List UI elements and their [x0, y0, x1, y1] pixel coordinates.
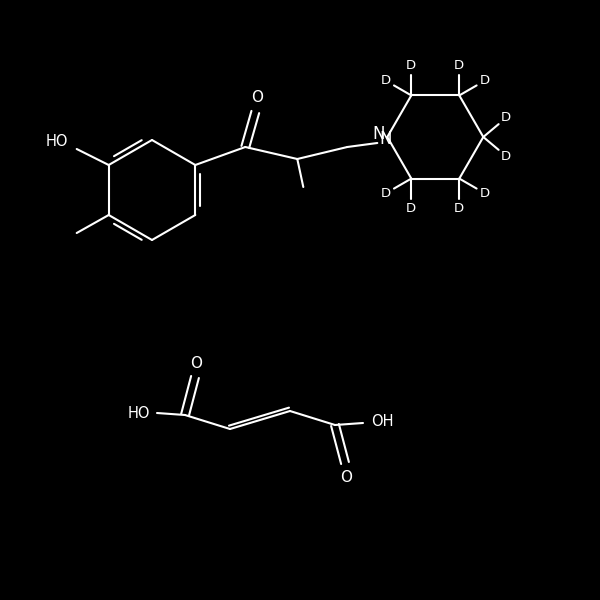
- Text: D: D: [380, 74, 391, 87]
- Text: HO: HO: [46, 133, 68, 148]
- Text: D: D: [406, 202, 416, 215]
- Text: O: O: [340, 469, 352, 485]
- Text: OH: OH: [371, 413, 393, 428]
- Text: O: O: [251, 91, 263, 106]
- Text: D: D: [380, 187, 391, 200]
- Text: D: D: [480, 74, 490, 87]
- Text: D: D: [480, 187, 490, 200]
- Text: D: D: [454, 202, 464, 215]
- Text: D: D: [454, 59, 464, 72]
- Text: HO: HO: [128, 406, 150, 421]
- Text: N: N: [379, 130, 392, 148]
- Text: D: D: [501, 111, 511, 124]
- Text: N: N: [372, 125, 385, 143]
- Text: D: D: [406, 59, 416, 72]
- Text: D: D: [501, 150, 511, 163]
- Text: O: O: [190, 355, 202, 370]
